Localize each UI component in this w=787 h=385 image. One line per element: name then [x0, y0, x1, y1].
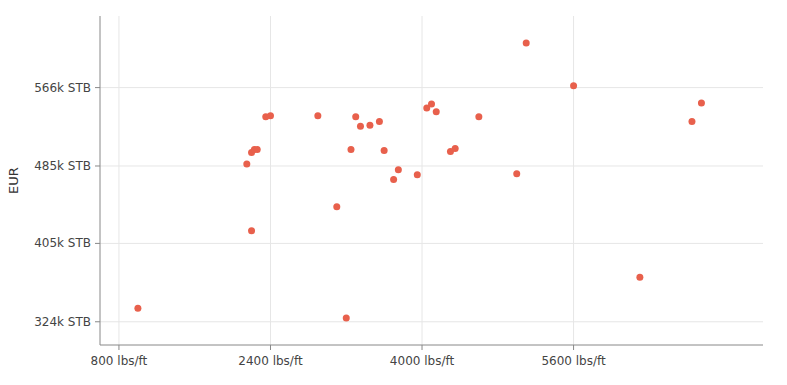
y-tick — [95, 165, 100, 166]
point — [267, 112, 274, 119]
x-tick-label: 5600 lbs/ft — [541, 354, 606, 368]
point — [570, 82, 577, 89]
y-grid-line — [100, 87, 763, 88]
point — [475, 113, 482, 120]
point — [248, 227, 255, 234]
point — [243, 161, 250, 168]
y-axis-label: EUR — [6, 167, 21, 194]
x-tick-label: 800 lbs/ft — [91, 354, 148, 368]
point — [452, 145, 459, 152]
y-grid-line — [100, 165, 763, 166]
y-tick-label: 566k STB — [34, 81, 91, 95]
point — [352, 113, 359, 120]
axes: 800 lbs/ft 2400 lbs/ft 4000 lbs/ft 5600 lbs… — [34, 16, 763, 368]
point — [433, 108, 440, 115]
grid — [100, 16, 763, 345]
point — [376, 118, 383, 125]
point — [314, 112, 321, 119]
point — [134, 305, 141, 312]
x-grid-line — [118, 16, 119, 345]
point — [523, 40, 530, 47]
chart: 800 lbs/ft 2400 lbs/ft 4000 lbs/ft 5600 lbs… — [0, 0, 787, 385]
x-grid-line — [573, 16, 574, 345]
x-tick — [573, 345, 574, 350]
point — [688, 118, 695, 125]
x-tick-label: 2400 lbs/ft — [238, 354, 303, 368]
y-tick — [95, 87, 100, 88]
point — [414, 171, 421, 178]
y-tick-label: 324k STB — [34, 315, 91, 329]
points — [134, 40, 705, 322]
point — [254, 146, 261, 153]
point — [636, 274, 643, 281]
point — [513, 170, 520, 177]
point — [366, 122, 373, 129]
point — [428, 101, 435, 108]
y-grid-line — [100, 321, 763, 322]
point — [347, 146, 354, 153]
point — [395, 166, 402, 173]
point — [381, 147, 388, 154]
y-grid-line — [100, 243, 763, 244]
point — [343, 314, 350, 321]
y-tick — [95, 321, 100, 322]
point — [333, 203, 340, 210]
point — [698, 100, 705, 107]
point — [357, 123, 364, 130]
x-grid-line — [270, 16, 271, 345]
chart-container: 800 lbs/ft 2400 lbs/ft 4000 lbs/ft 5600 lbs… — [0, 0, 787, 385]
x-tick-label: 4000 lbs/ft — [390, 354, 455, 368]
y-axis-line — [100, 16, 101, 345]
y-tick-label: 485k STB — [34, 159, 91, 173]
x-tick — [118, 345, 119, 350]
x-tick — [422, 345, 423, 350]
y-tick — [95, 243, 100, 244]
x-tick — [270, 345, 271, 350]
point — [390, 176, 397, 183]
x-grid-line — [422, 16, 423, 345]
y-tick-label: 405k STB — [34, 236, 91, 250]
x-axis-line — [100, 345, 763, 346]
